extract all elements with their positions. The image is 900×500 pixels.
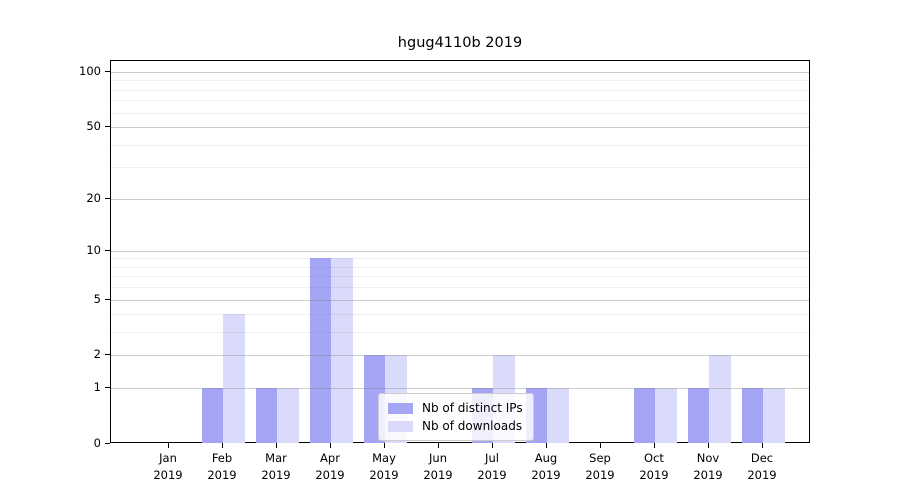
x-tick-mark xyxy=(654,443,655,448)
x-tick-year: 2019 xyxy=(315,467,345,482)
x-tick-label-jun: Jun 2019 xyxy=(406,450,470,483)
x-tick-month: Jun xyxy=(429,451,447,465)
x-tick-label-apr: Apr 2019 xyxy=(298,450,362,483)
legend-label: Nb of downloads xyxy=(422,419,523,433)
bar-nov-distinct-ips xyxy=(687,388,709,443)
bar-feb-distinct-ips xyxy=(201,388,223,443)
x-tick-month: Dec xyxy=(750,451,774,465)
x-tick-mark xyxy=(330,443,331,448)
downloads-swatch-icon xyxy=(388,420,413,432)
x-tick-month: Mar xyxy=(265,451,287,465)
x-tick-label-jul: Jul 2019 xyxy=(460,450,524,483)
y-tick-mark xyxy=(105,354,110,356)
x-tick-mark xyxy=(600,443,601,448)
x-tick-year: 2019 xyxy=(477,467,507,482)
y-tick-label: 0 xyxy=(93,436,101,450)
x-tick-mark xyxy=(546,443,547,448)
x-tick-mark xyxy=(222,443,223,448)
y-tick-mark xyxy=(105,249,110,251)
x-tick-label-may: May 2019 xyxy=(352,450,416,483)
legend: Nb of distinct IPs Nb of downloads xyxy=(378,393,534,441)
x-tick-mark xyxy=(168,443,169,448)
bars-layer xyxy=(111,61,809,443)
x-tick-month: Apr xyxy=(320,451,340,465)
bar-dec-distinct-ips xyxy=(741,388,763,443)
y-tick-mark xyxy=(105,443,110,444)
x-tick-year: 2019 xyxy=(423,467,453,482)
y-tick-label: 2 xyxy=(93,347,101,362)
bar-dec-downloads xyxy=(763,388,785,443)
x-tick-mark xyxy=(492,443,493,448)
bar-mar-distinct-ips xyxy=(255,388,277,443)
x-tick-month: Aug xyxy=(534,451,558,465)
y-tick-label: 50 xyxy=(86,119,101,134)
x-tick-month: Feb xyxy=(211,451,233,465)
legend-entry: Nb of distinct IPs xyxy=(388,399,523,417)
x-tick-month: Oct xyxy=(644,451,664,465)
x-tick-label-aug: Aug 2019 xyxy=(514,450,578,483)
x-tick-month: Nov xyxy=(696,451,720,465)
y-tick-mark xyxy=(105,71,110,72)
x-tick-year: 2019 xyxy=(531,467,561,482)
x-tick-month: May xyxy=(372,451,396,465)
bar-apr-distinct-ips xyxy=(309,258,331,443)
y-tick-label: 100 xyxy=(79,64,101,78)
x-tick-label-sep: Sep 2019 xyxy=(568,450,632,483)
x-tick-year: 2019 xyxy=(207,467,237,482)
x-tick-month: Sep xyxy=(589,451,611,465)
y-tick-label: 5 xyxy=(93,291,101,306)
y-tick-label: 20 xyxy=(86,190,101,205)
bar-mar-downloads xyxy=(277,388,299,443)
y-tick-mark xyxy=(105,197,110,199)
x-tick-month: Jul xyxy=(485,451,499,465)
bar-oct-distinct-ips xyxy=(633,388,655,443)
legend-entry: Nb of downloads xyxy=(388,417,523,435)
x-tick-label-nov: Nov 2019 xyxy=(676,450,740,483)
x-tick-year: 2019 xyxy=(639,467,669,482)
x-tick-month: Jan xyxy=(159,451,177,465)
x-tick-year: 2019 xyxy=(747,467,777,482)
bar-feb-downloads xyxy=(223,314,245,443)
y-tick-label: 10 xyxy=(86,242,101,257)
x-tick-year: 2019 xyxy=(585,467,615,482)
bar-oct-downloads xyxy=(655,388,677,443)
y-tick-mark xyxy=(105,126,110,128)
chart-title: hgug4110b 2019 xyxy=(397,35,523,51)
bar-nov-downloads xyxy=(709,355,731,443)
x-tick-year: 2019 xyxy=(261,467,291,482)
x-tick-mark xyxy=(384,443,385,448)
x-tick-mark xyxy=(708,443,709,448)
bar-aug-downloads xyxy=(547,388,569,443)
x-tick-label-oct: Oct 2019 xyxy=(622,450,686,483)
x-tick-mark xyxy=(438,443,439,448)
x-tick-year: 2019 xyxy=(693,467,723,482)
x-tick-mark xyxy=(762,443,763,448)
x-tick-mark xyxy=(276,443,277,448)
plot-area xyxy=(110,60,810,443)
legend-label: Nb of distinct IPs xyxy=(422,401,523,415)
x-tick-label-jan: Jan 2019 xyxy=(136,450,200,483)
y-tick-mark xyxy=(105,298,110,300)
x-tick-label-dec: Dec 2019 xyxy=(730,450,794,483)
x-tick-year: 2019 xyxy=(369,467,399,482)
x-tick-label-feb: Feb 2019 xyxy=(190,450,254,483)
y-tick-mark xyxy=(105,387,110,389)
x-tick-year: 2019 xyxy=(153,467,183,482)
bar-apr-downloads xyxy=(331,258,353,443)
x-tick-label-mar: Mar 2019 xyxy=(244,450,308,483)
distinct-ips-swatch-icon xyxy=(388,402,413,414)
y-tick-label: 1 xyxy=(93,380,101,395)
